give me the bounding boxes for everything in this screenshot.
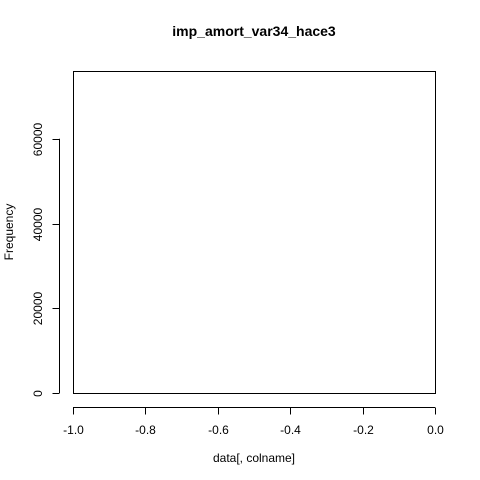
x-tick-label: -0.4 — [280, 423, 301, 437]
y-axis: 0 20000 40000 60000 — [31, 122, 60, 397]
x-tick-label: 0.0 — [427, 423, 444, 437]
plot-area-box — [73, 71, 436, 394]
x-tick-label: -1.0 — [63, 423, 84, 437]
x-axis: -1.0 -0.8 -0.6 -0.4 -0.2 0.0 — [63, 407, 444, 437]
x-tick-label: -0.2 — [353, 423, 374, 437]
y-tick-label: 40000 — [31, 207, 45, 241]
x-tick-label: -0.8 — [135, 423, 156, 437]
chart-title: imp_amort_var34_hace3 — [172, 23, 336, 39]
y-tick-label: 20000 — [31, 291, 45, 325]
y-axis-label: Frequency — [2, 204, 16, 261]
y-tick-label: 60000 — [31, 122, 45, 156]
x-tick-label: -0.6 — [208, 423, 229, 437]
x-axis-label: data[, colname] — [213, 451, 295, 465]
y-tick-label: 0 — [31, 390, 45, 397]
